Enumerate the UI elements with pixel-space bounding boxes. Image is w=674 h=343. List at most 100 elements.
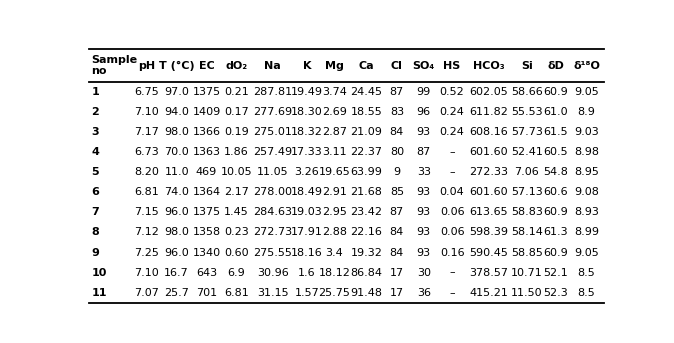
Text: 25.7: 25.7	[164, 287, 189, 298]
Text: 1375: 1375	[192, 87, 220, 97]
Text: 590.45: 590.45	[469, 248, 508, 258]
Text: 84: 84	[390, 248, 404, 258]
Text: Cl: Cl	[391, 61, 403, 71]
Text: 0.52: 0.52	[439, 87, 464, 97]
Text: 87: 87	[390, 87, 404, 97]
Text: 602.05: 602.05	[469, 87, 508, 97]
Text: 1: 1	[92, 87, 99, 97]
Text: 54.8: 54.8	[544, 167, 568, 177]
Text: 613.65: 613.65	[469, 208, 508, 217]
Text: 272.73: 272.73	[253, 227, 292, 237]
Text: 9.05: 9.05	[574, 87, 599, 97]
Text: 6.73: 6.73	[135, 147, 159, 157]
Text: 2.91: 2.91	[322, 187, 347, 197]
Text: 97.0: 97.0	[164, 87, 189, 97]
Text: 7.07: 7.07	[134, 287, 159, 298]
Text: 18.55: 18.55	[350, 107, 382, 117]
Text: 7.15: 7.15	[135, 208, 159, 217]
Text: 25.75: 25.75	[318, 287, 350, 298]
Text: 10.71: 10.71	[511, 268, 543, 277]
Text: 3: 3	[92, 127, 99, 137]
Text: Sample
no: Sample no	[92, 55, 137, 76]
Text: 36: 36	[417, 287, 431, 298]
Text: 7.10: 7.10	[135, 107, 159, 117]
Text: 257.49: 257.49	[253, 147, 292, 157]
Text: 93: 93	[417, 208, 431, 217]
Text: 284.63: 284.63	[253, 208, 292, 217]
Text: 3.26: 3.26	[295, 167, 319, 177]
Text: 61.5: 61.5	[544, 127, 568, 137]
Text: 287.81: 287.81	[253, 87, 292, 97]
Text: 272.33: 272.33	[469, 167, 508, 177]
Text: 31.15: 31.15	[257, 287, 288, 298]
Text: 0.16: 0.16	[440, 248, 464, 258]
Text: 611.82: 611.82	[469, 107, 508, 117]
Text: 57.13: 57.13	[511, 187, 543, 197]
Text: 60.5: 60.5	[544, 147, 568, 157]
Text: 1363: 1363	[193, 147, 220, 157]
Text: 277.69: 277.69	[253, 107, 292, 117]
Text: SO₄: SO₄	[412, 61, 435, 71]
Text: 1364: 1364	[192, 187, 220, 197]
Text: 1366: 1366	[193, 127, 220, 137]
Text: 6.81: 6.81	[224, 287, 249, 298]
Text: 8: 8	[92, 227, 99, 237]
Text: 17: 17	[390, 287, 404, 298]
Text: 58.85: 58.85	[511, 248, 543, 258]
Text: 8.9: 8.9	[578, 107, 596, 117]
Text: 33: 33	[417, 167, 431, 177]
Text: 6.9: 6.9	[227, 268, 245, 277]
Text: 60.9: 60.9	[544, 248, 568, 258]
Text: 8.5: 8.5	[578, 287, 595, 298]
Text: 19.65: 19.65	[319, 167, 350, 177]
Text: 18.49: 18.49	[290, 187, 323, 197]
Text: Ca: Ca	[359, 61, 374, 71]
Text: 60.9: 60.9	[544, 208, 568, 217]
Text: 83: 83	[390, 107, 404, 117]
Text: 86.84: 86.84	[350, 268, 382, 277]
Text: 93: 93	[417, 227, 431, 237]
Text: 18.12: 18.12	[318, 268, 350, 277]
Text: 94.0: 94.0	[164, 107, 189, 117]
Text: 275.55: 275.55	[253, 248, 292, 258]
Text: 608.16: 608.16	[469, 127, 508, 137]
Text: 98.0: 98.0	[164, 127, 189, 137]
Text: 18.16: 18.16	[291, 248, 323, 258]
Text: 21.68: 21.68	[350, 187, 382, 197]
Text: 70.0: 70.0	[164, 147, 189, 157]
Text: 7.06: 7.06	[514, 167, 539, 177]
Text: 1409: 1409	[192, 107, 220, 117]
Text: 18.32: 18.32	[290, 127, 323, 137]
Text: 3.74: 3.74	[322, 87, 347, 97]
Text: pH: pH	[138, 61, 156, 71]
Text: 469: 469	[196, 167, 217, 177]
Text: 8.5: 8.5	[578, 268, 595, 277]
Text: 7.17: 7.17	[134, 127, 159, 137]
Text: 0.24: 0.24	[439, 107, 464, 117]
Text: K: K	[303, 61, 311, 71]
Text: 11.0: 11.0	[164, 167, 189, 177]
Text: –: –	[450, 167, 455, 177]
Text: 99: 99	[417, 87, 431, 97]
Text: 701: 701	[196, 287, 217, 298]
Text: 96.0: 96.0	[164, 248, 189, 258]
Text: 19.49: 19.49	[290, 87, 323, 97]
Text: 3.4: 3.4	[326, 248, 343, 258]
Text: 5: 5	[92, 167, 99, 177]
Text: 61.0: 61.0	[544, 107, 568, 117]
Text: 17.33: 17.33	[291, 147, 323, 157]
Text: 55.53: 55.53	[511, 107, 543, 117]
Text: dO₂: dO₂	[225, 61, 247, 71]
Text: 9.05: 9.05	[574, 248, 599, 258]
Text: 10: 10	[92, 268, 107, 277]
Text: 22.37: 22.37	[350, 147, 382, 157]
Text: 275.01: 275.01	[253, 127, 292, 137]
Text: 58.14: 58.14	[511, 227, 543, 237]
Text: 9: 9	[394, 167, 400, 177]
Text: 2.88: 2.88	[322, 227, 347, 237]
Text: 30.96: 30.96	[257, 268, 288, 277]
Text: 61.3: 61.3	[544, 227, 568, 237]
Text: HCO₃: HCO₃	[472, 61, 504, 71]
Text: 11.05: 11.05	[257, 167, 288, 177]
Text: 16.7: 16.7	[164, 268, 189, 277]
